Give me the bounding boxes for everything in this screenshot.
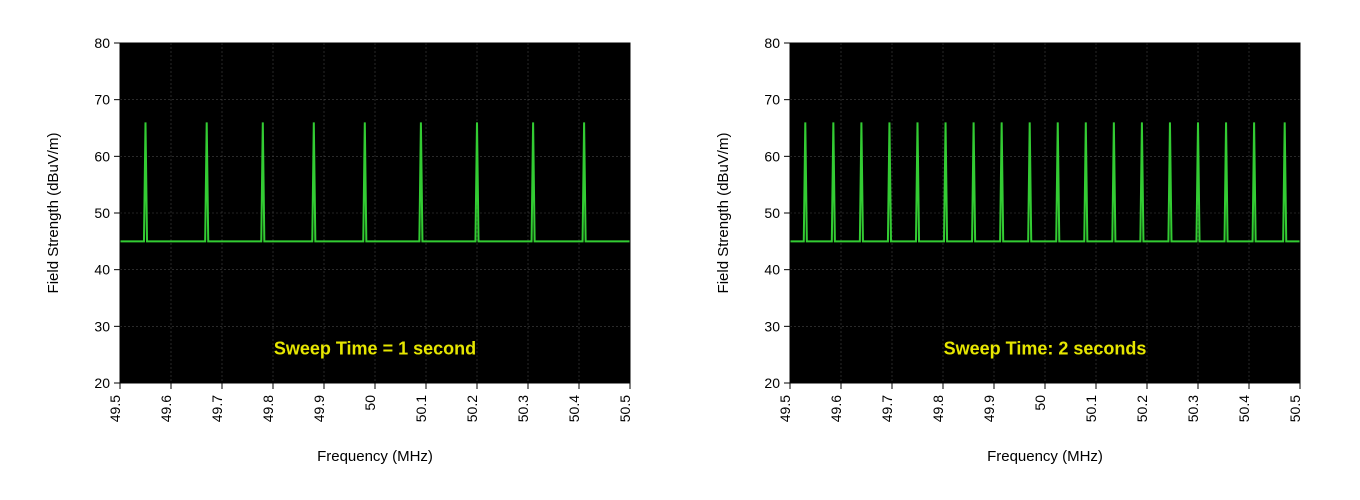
chart-right-svg: Sweep Time: 2 seconds 20 30 40 50 60 70 80 49.5 4… (710, 23, 1320, 473)
y-tick-label: 50 (764, 205, 780, 221)
y-tick-label: 30 (94, 318, 110, 334)
y-tick-label: 60 (764, 148, 780, 164)
annotation-text: Sweep Time: 2 seconds (944, 338, 1147, 358)
x-tick-label: 50 (362, 394, 378, 410)
y-tick-label: 50 (94, 205, 110, 221)
x-tick-label: 49.7 (209, 394, 225, 421)
x-tick-label: 50 (1032, 394, 1048, 410)
chart-right: Sweep Time: 2 seconds 20 30 40 50 60 70 80 49.5 4… (710, 23, 1320, 478)
x-tick-label: 50.3 (1185, 394, 1201, 421)
x-tick-label: 49.8 (930, 394, 946, 421)
x-tick-label: 49.6 (158, 394, 174, 421)
x-tick-label: 49.6 (828, 394, 844, 421)
y-axis-title: Field Strength (dBuV/m) (715, 132, 732, 293)
x-tick-label: 50.5 (617, 394, 633, 421)
y-tick-label: 20 (764, 375, 780, 391)
x-tick-label: 49.9 (311, 394, 327, 421)
x-tick-label: 49.9 (981, 394, 997, 421)
x-axis-title: Frequency (MHz) (987, 448, 1103, 465)
y-axis-title: Field Strength (dBuV/m) (45, 132, 62, 293)
x-tick-label: 50.1 (413, 394, 429, 421)
x-tick-label: 50.1 (1083, 394, 1099, 421)
chart-left-svg: Sweep Time = 1 second 20 30 40 50 60 70 80 49.5 4… (40, 23, 650, 473)
x-tick-label: 50.3 (515, 394, 531, 421)
x-tick-label: 49.5 (107, 394, 123, 421)
y-tick-label: 70 (94, 91, 110, 107)
y-tick-label: 40 (94, 261, 110, 277)
y-tick-label: 20 (94, 375, 110, 391)
x-axis-title: Frequency (MHz) (317, 448, 433, 465)
x-tick-label: 49.7 (879, 394, 895, 421)
x-tick-label: 50.4 (1236, 394, 1252, 421)
x-tick-label: 50.2 (464, 394, 480, 421)
x-tick-label: 50.4 (566, 394, 582, 421)
x-tick-label: 49.5 (777, 394, 793, 421)
x-tick-label: 50.2 (1134, 394, 1150, 421)
y-tick-label: 30 (764, 318, 780, 334)
x-tick-label: 49.8 (260, 394, 276, 421)
y-tick-label: 80 (764, 35, 780, 51)
y-tick-label: 70 (764, 91, 780, 107)
chart-left: Sweep Time = 1 second 20 30 40 50 60 70 80 49.5 4… (40, 23, 650, 478)
y-tick-label: 80 (94, 35, 110, 51)
y-tick-label: 40 (764, 261, 780, 277)
x-tick-label: 50.5 (1287, 394, 1303, 421)
y-tick-label: 60 (94, 148, 110, 164)
annotation-text: Sweep Time = 1 second (274, 338, 476, 358)
